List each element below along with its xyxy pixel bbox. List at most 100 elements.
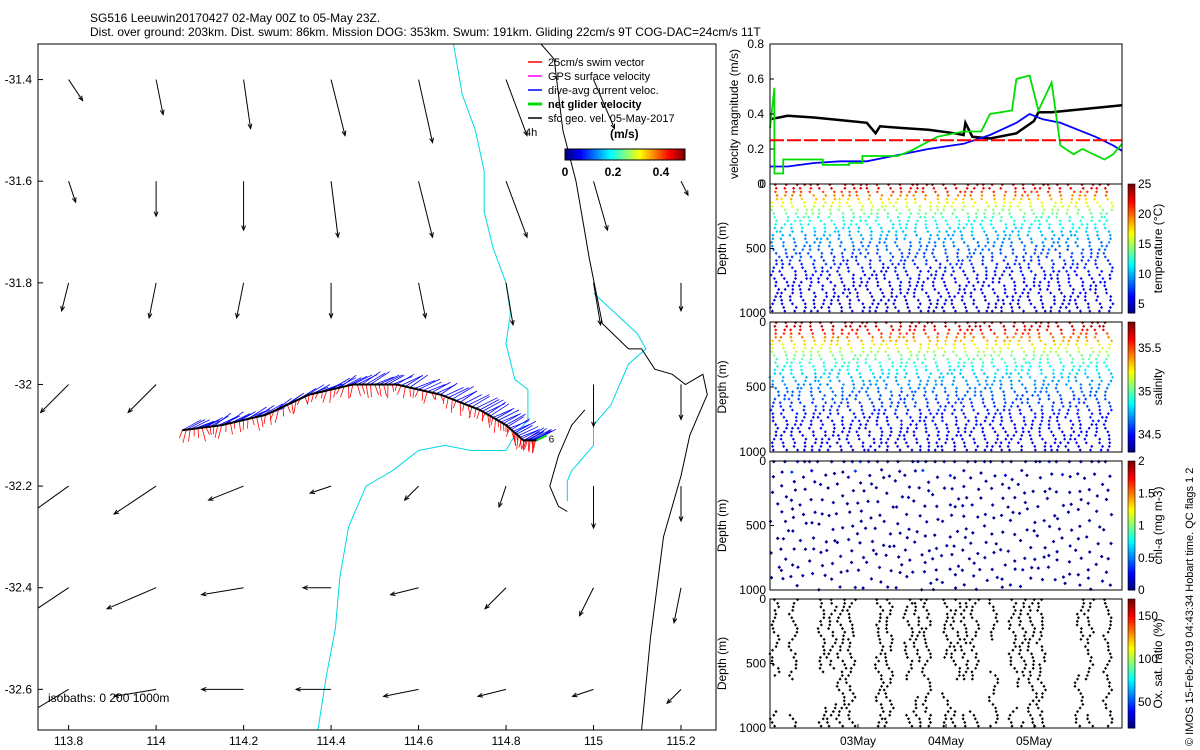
section-point: [1061, 503, 1066, 508]
section-point: [962, 204, 966, 208]
section-point: [1048, 350, 1053, 354]
section-point: [985, 578, 990, 583]
section-point: [1014, 637, 1018, 641]
section-point: [879, 332, 883, 336]
section-point: [792, 248, 796, 252]
section-point: [814, 197, 818, 201]
section-point: [858, 284, 862, 288]
section-point: [948, 226, 952, 230]
section-point: [1068, 372, 1072, 376]
section-point: [1029, 437, 1033, 441]
section-point: [1079, 219, 1083, 223]
section-point: [959, 433, 963, 438]
section-point: [789, 368, 793, 372]
section-point: [803, 342, 807, 347]
section-point: [1003, 287, 1007, 291]
section-point: [783, 459, 787, 464]
section-point: [1014, 430, 1018, 434]
section-point: [916, 211, 920, 216]
section-point: [878, 616, 882, 620]
section-point: [848, 408, 852, 412]
section-point: [1027, 430, 1031, 434]
section-point: [797, 284, 801, 288]
section-point: [830, 328, 835, 332]
section-point: [917, 248, 921, 252]
section-point: [1110, 720, 1114, 725]
section-point: [1071, 226, 1075, 230]
section-point: [1022, 634, 1026, 638]
section-point: [1102, 222, 1106, 226]
swim-vector: [251, 417, 255, 426]
section-point: [1026, 397, 1030, 401]
section-point: [1009, 382, 1014, 387]
section-point: [1028, 576, 1033, 580]
colorbar-cell: [587, 149, 590, 160]
section-point: [887, 474, 892, 478]
section-point: [1047, 248, 1051, 252]
section-point: [840, 309, 844, 313]
section-point: [942, 630, 946, 634]
section-point: [841, 724, 845, 728]
section-point: [820, 441, 824, 445]
section-point: [1076, 295, 1080, 299]
section-point: [789, 222, 793, 226]
section-point: [1038, 433, 1042, 438]
section-colorbar-cell: [1128, 374, 1135, 378]
section-point: [973, 459, 978, 464]
section-point: [981, 426, 985, 430]
section-point: [1094, 433, 1098, 438]
section-point: [792, 346, 796, 350]
section-point: [1106, 608, 1110, 613]
section-point: [961, 484, 966, 489]
section-point: [772, 437, 776, 441]
section-colorbar-cell: [1128, 614, 1135, 618]
section-point: [993, 684, 997, 688]
section-point: [1038, 670, 1042, 674]
section-point: [1111, 302, 1115, 306]
section-point: [1078, 489, 1082, 494]
section-point: [1055, 273, 1060, 277]
section-point: [1057, 287, 1061, 291]
section-point: [896, 555, 901, 559]
section-point: [781, 201, 785, 205]
section-point: [992, 379, 996, 383]
section-point: [1095, 426, 1099, 430]
section-point: [876, 186, 881, 190]
section-point: [817, 379, 821, 383]
section-point: [962, 240, 966, 244]
velocity-y-tick-label: 0.8: [747, 37, 764, 51]
section-point: [1036, 706, 1040, 710]
section-ylabel: Depth (m): [715, 222, 729, 275]
section-point: [969, 255, 973, 259]
colorbar-cell: [617, 149, 620, 160]
section-point: [963, 332, 967, 336]
section-point: [956, 332, 960, 336]
section-point: [1008, 204, 1012, 208]
section-point: [799, 291, 803, 295]
section-point: [829, 280, 833, 284]
section-point: [1026, 295, 1030, 299]
section-point: [1033, 248, 1037, 252]
swim-vector: [321, 391, 323, 399]
section-point: [950, 552, 954, 557]
section-point: [789, 648, 793, 652]
section-point: [770, 623, 774, 627]
section-point: [914, 702, 918, 706]
section-point: [859, 219, 863, 223]
section-point: [1021, 393, 1025, 398]
section-point: [974, 211, 978, 216]
section-point: [908, 415, 913, 419]
current-vector: [500, 413, 520, 423]
section-point: [840, 430, 844, 434]
section-point: [922, 630, 926, 634]
section-point: [946, 702, 950, 706]
section-point: [793, 423, 797, 427]
section-point: [1022, 673, 1026, 678]
section-point: [967, 324, 972, 328]
section-point: [981, 255, 985, 259]
section-point: [776, 634, 780, 638]
section-point: [988, 724, 993, 728]
section-point: [1000, 530, 1005, 534]
section-point: [806, 251, 810, 255]
section-point: [859, 240, 863, 244]
